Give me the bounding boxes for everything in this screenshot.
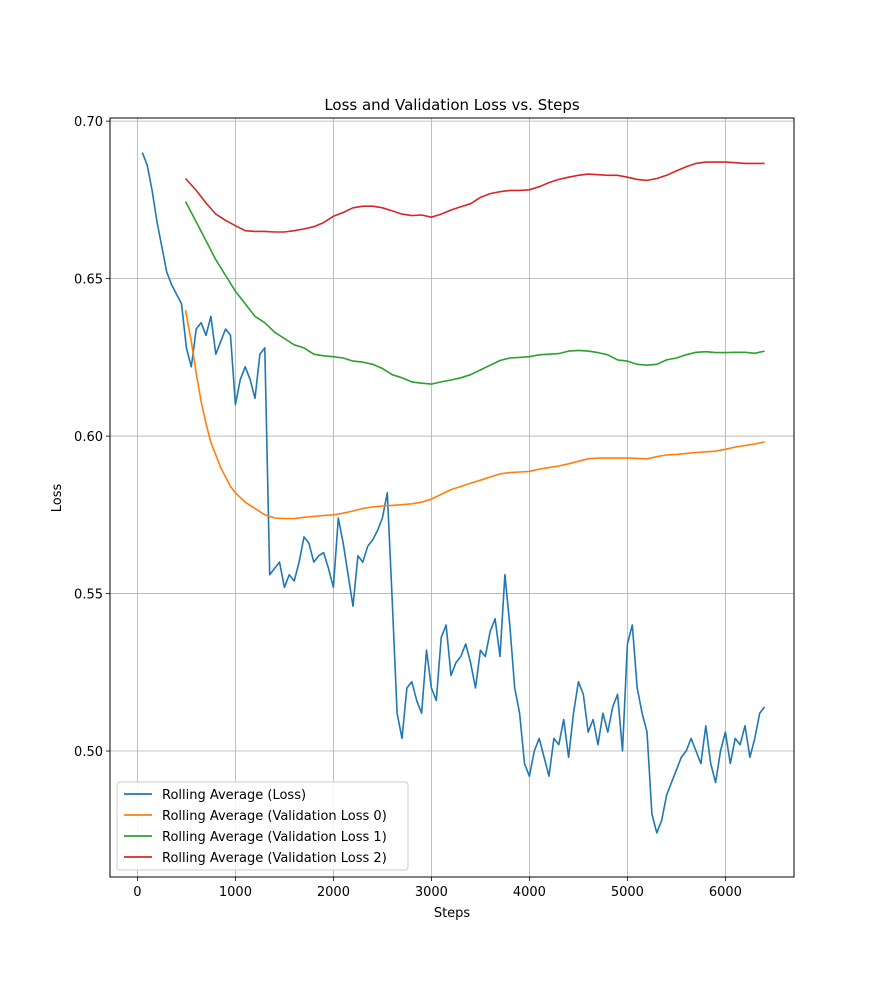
tick-layer: 0 1000 2000 3000 4000 5000 6000 0.50 0.55 0.60 0.6… [74,115,742,900]
x-tick-label: 0 [133,885,141,900]
y-tick-label: 0.60 [74,430,103,445]
x-tick-label: 3000 [415,885,448,900]
series-line-3 [184,161,765,233]
x-axis-label: Steps [434,906,471,921]
series-line-2 [184,201,765,385]
series-line-0 [141,152,766,834]
series-line-1 [184,309,765,520]
legend-label-2: Rolling Average (Validation Loss 1) [162,830,387,845]
y-tick-label: 0.50 [74,745,103,760]
x-tick-label: 4000 [513,885,546,900]
x-tick-label: 1000 [219,885,252,900]
y-axis-label: Loss [50,484,65,513]
y-tick-label: 0.55 [74,588,103,603]
chart-title: Loss and Validation Loss vs. Steps [324,96,580,114]
y-tick-label: 0.70 [74,115,103,130]
legend-label-1: Rolling Average (Validation Loss 0) [162,809,387,824]
x-tick-label: 6000 [709,885,742,900]
y-tick-label: 0.65 [74,273,103,288]
series-layer [141,152,766,834]
legend: Rolling Average (Loss) Rolling Average (V… [116,781,409,871]
x-tick-label: 5000 [611,885,644,900]
plot-frame [109,117,795,878]
legend-label-3: Rolling Average (Validation Loss 2) [162,851,387,866]
legend-box [116,781,409,871]
legend-label-0: Rolling Average (Loss) [162,788,306,803]
grid-layer [110,118,794,877]
x-tick-label: 2000 [317,885,350,900]
